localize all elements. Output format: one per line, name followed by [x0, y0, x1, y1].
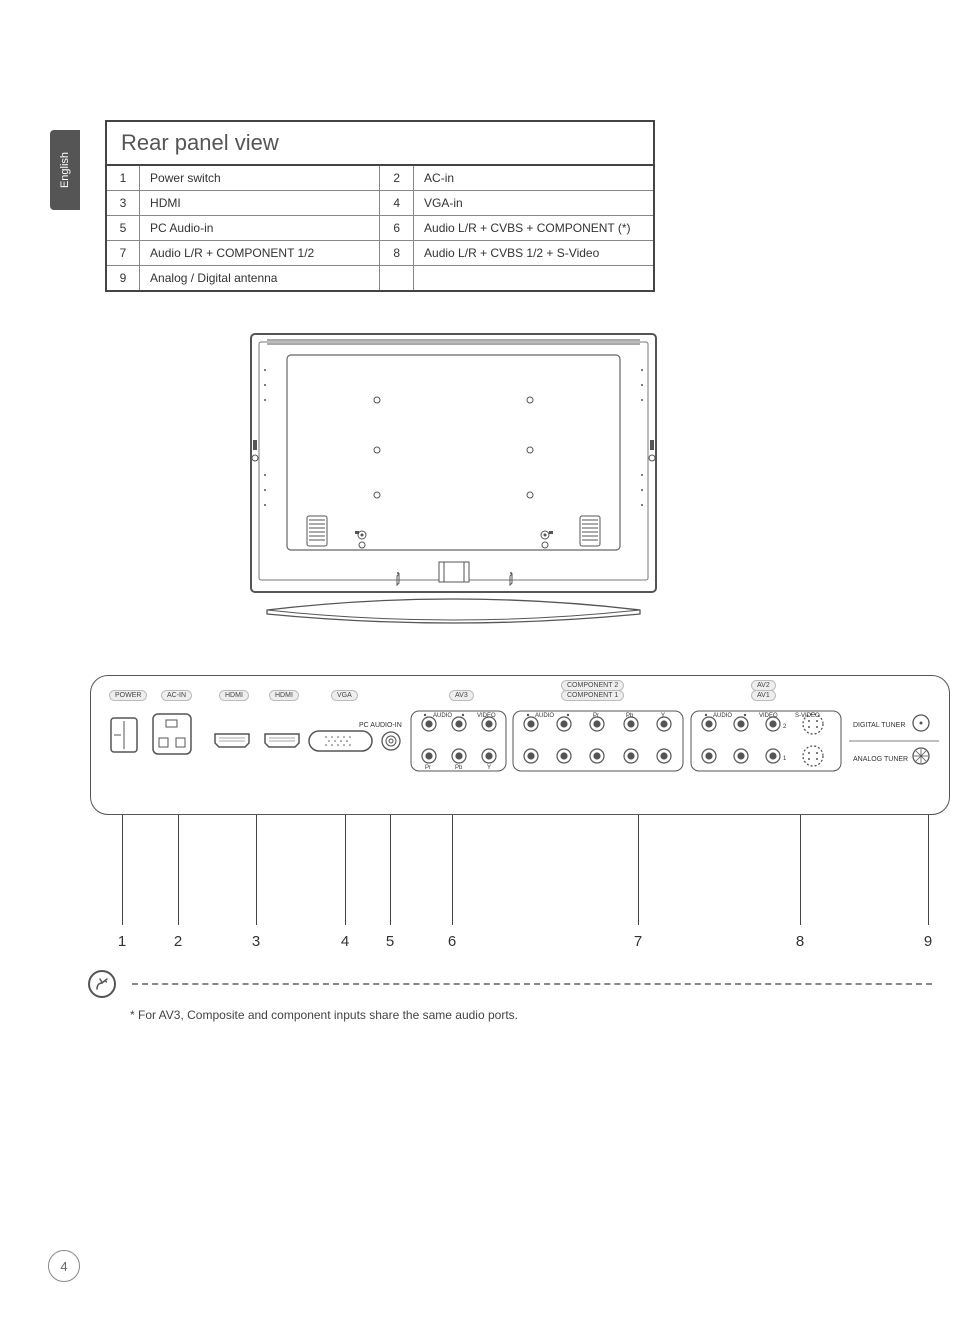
svg-text:Y: Y — [487, 765, 491, 771]
label-hdmi-2: HDMI — [269, 690, 299, 701]
section-title: Rear panel view — [106, 121, 654, 165]
cell-desc: HDMI — [140, 191, 380, 216]
callout-line — [928, 815, 929, 925]
language-tab: English — [50, 130, 80, 210]
label-av3: AV3 — [449, 690, 474, 701]
cell-desc: VGA-in — [414, 191, 654, 216]
table-row: 7Audio L/R + COMPONENT 1/28Audio L/R + C… — [106, 241, 654, 266]
callout-line — [122, 815, 123, 925]
callout-number: 4 — [341, 933, 349, 950]
callout-number: 8 — [796, 933, 804, 950]
cell-num: 7 — [106, 241, 140, 266]
label-acin: AC-IN — [161, 690, 192, 701]
cell-num: 3 — [106, 191, 140, 216]
footnote-text: * For AV3, Composite and component input… — [130, 1008, 950, 1022]
svg-text:AUDIO: AUDIO — [713, 713, 732, 719]
callout-number: 9 — [924, 933, 932, 950]
svg-text:Y: Y — [661, 713, 665, 719]
callout-line — [800, 815, 801, 925]
page-number: 4 — [48, 1250, 80, 1282]
table-row: 1Power switch2AC-in — [106, 165, 654, 191]
callout-number: 2 — [174, 933, 182, 950]
cell-num — [380, 266, 414, 292]
cell-desc: PC Audio-in — [140, 216, 380, 241]
svg-text:AUDIO: AUDIO — [433, 713, 452, 719]
svg-text:2: 2 — [783, 724, 787, 730]
svg-text:AUDIO: AUDIO — [535, 713, 554, 719]
callout-number: 3 — [252, 933, 260, 950]
svg-text:S-VIDEO: S-VIDEO — [795, 713, 820, 719]
table-row: 3HDMI4VGA-in — [106, 191, 654, 216]
cell-desc: Audio L/R + CVBS + COMPONENT (*) — [414, 216, 654, 241]
callout-number: 7 — [634, 933, 642, 950]
cell-num: 8 — [380, 241, 414, 266]
svg-text:VIDEO: VIDEO — [477, 713, 496, 719]
cell-num: 6 — [380, 216, 414, 241]
table-row: 9Analog / Digital antenna — [106, 266, 654, 292]
svg-text:Pb: Pb — [626, 713, 634, 719]
svg-text:Pr: Pr — [593, 713, 599, 719]
svg-text:1: 1 — [783, 756, 787, 762]
cell-desc: Audio L/R + COMPONENT 1/2 — [140, 241, 380, 266]
cell-num: 4 — [380, 191, 414, 216]
cell-desc: Analog / Digital antenna — [140, 266, 380, 292]
cell-num: 1 — [106, 165, 140, 191]
analog-tuner-label: ANALOG TUNER — [853, 756, 908, 763]
connector-panel: AUDIO VIDEO Pr Pb Y AUDIO Pr Pb Y — [90, 675, 950, 815]
rear-panel-table: Rear panel view 1Power switch2AC-in3HDMI… — [105, 120, 655, 292]
cell-desc: Audio L/R + CVBS 1/2 + S-Video — [414, 241, 654, 266]
cell-desc — [414, 266, 654, 292]
callout-line — [178, 815, 179, 925]
pc-audio-label: PC AUDIO-IN — [359, 722, 402, 729]
label-comp1: COMPONENT 1 — [561, 690, 624, 701]
callout-number: 6 — [448, 933, 456, 950]
language-tab-label: English — [59, 152, 71, 188]
callout-line — [256, 815, 257, 925]
svg-text:VIDEO: VIDEO — [759, 713, 778, 719]
callout-line — [345, 815, 346, 925]
cell-num: 2 — [380, 165, 414, 191]
label-av1: AV1 — [751, 690, 776, 701]
rear-panel-section: Rear panel view 1Power switch2AC-in3HDMI… — [105, 120, 655, 292]
note-icon — [88, 970, 116, 998]
callout-line — [452, 815, 453, 925]
callout-number: 1 — [118, 933, 126, 950]
table-row: 5PC Audio-in6Audio L/R + CVBS + COMPONEN… — [106, 216, 654, 241]
callout-number: 5 — [386, 933, 394, 950]
tv-rear-illustration — [247, 330, 660, 650]
svg-text:Pb: Pb — [455, 765, 463, 771]
label-hdmi-1: HDMI — [219, 690, 249, 701]
svg-text:Pr: Pr — [425, 765, 431, 771]
note-divider — [132, 983, 932, 985]
footnote-row: * For AV3, Composite and component input… — [88, 970, 950, 1022]
callout-container: 1 2 3 4 5 6 7 8 9 — [90, 815, 950, 955]
cell-desc: Power switch — [140, 165, 380, 191]
cell-num: 5 — [106, 216, 140, 241]
cell-desc: AC-in — [414, 165, 654, 191]
label-vga: VGA — [331, 690, 358, 701]
cell-num: 9 — [106, 266, 140, 292]
callout-line — [390, 815, 391, 925]
digital-tuner-label: DIGITAL TUNER — [853, 722, 905, 729]
callout-line — [638, 815, 639, 925]
label-power: POWER — [109, 690, 147, 701]
